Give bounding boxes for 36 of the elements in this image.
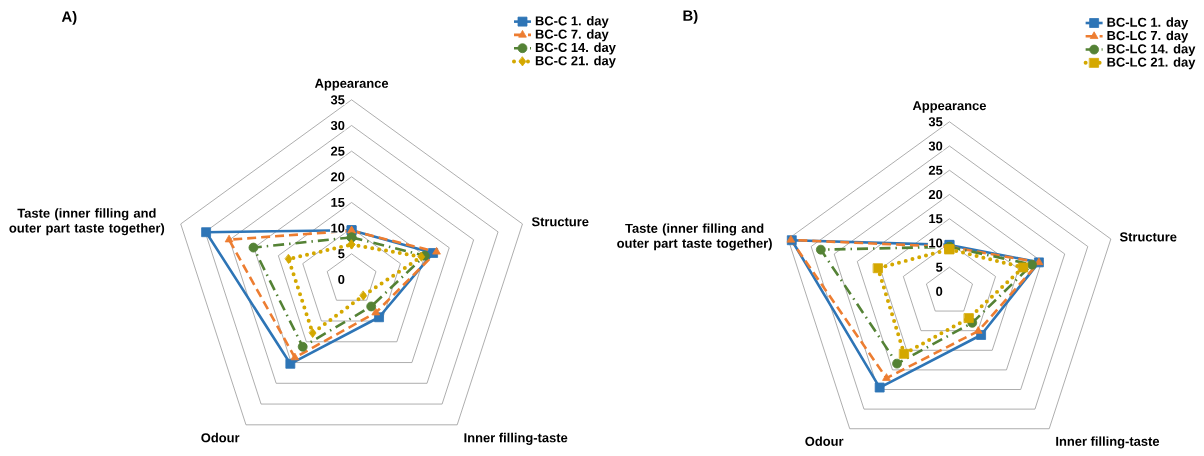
spoke-label: Inner filling-taste: [1056, 436, 1160, 449]
chart-title: A): [61, 10, 77, 25]
legend-label: BC-C 7. day: [535, 29, 609, 42]
y-tick-label: 15: [331, 197, 345, 207]
spoke-label: Appearance: [912, 101, 987, 113]
y-tick-label: 35: [330, 95, 345, 105]
spoke-label: Taste (inner filling and outer part taste together): [617, 223, 772, 251]
legend-label: BC-LC 21. day: [1107, 57, 1196, 70]
y-tick-label: 0: [936, 286, 943, 296]
y-tick-label: 0: [338, 274, 345, 284]
legend-label: BC-C 1. day: [535, 15, 609, 28]
y-tick-label: 25: [928, 165, 943, 175]
legend-label: BC-LC 14. day: [1107, 43, 1196, 56]
legend-label: BC-LC 1. day: [1107, 17, 1189, 30]
spoke-label: Inner filling-taste: [464, 432, 568, 445]
legend-label: BC-C 21. day: [535, 55, 616, 68]
y-tick-label: 10: [331, 223, 345, 233]
y-tick-label: 5: [338, 249, 345, 259]
y-tick-label: 5: [936, 262, 943, 272]
spoke-label: Odour: [805, 436, 844, 446]
spoke-label: Structure: [1119, 232, 1177, 242]
y-tick-label: 30: [330, 120, 345, 130]
spoke-label: Structure: [531, 217, 589, 227]
legend-label: BC-C 14. day: [535, 42, 616, 55]
y-tick-label: 20: [330, 172, 345, 182]
chart-title: B): [683, 9, 698, 24]
spoke-label: Odour: [201, 432, 240, 443]
legend-label: BC-LC 7. day: [1107, 30, 1189, 43]
y-tick-label: 15: [929, 214, 943, 224]
y-tick-label: 20: [928, 189, 943, 199]
spoke-label: Appearance: [314, 78, 389, 91]
y-tick-label: 30: [928, 141, 943, 151]
y-tick-label: 10: [929, 238, 943, 248]
spoke-label: Taste (inner filling and outer part taste together): [9, 208, 165, 236]
y-tick-label: 35: [928, 117, 943, 127]
y-tick-label: 25: [330, 146, 345, 156]
